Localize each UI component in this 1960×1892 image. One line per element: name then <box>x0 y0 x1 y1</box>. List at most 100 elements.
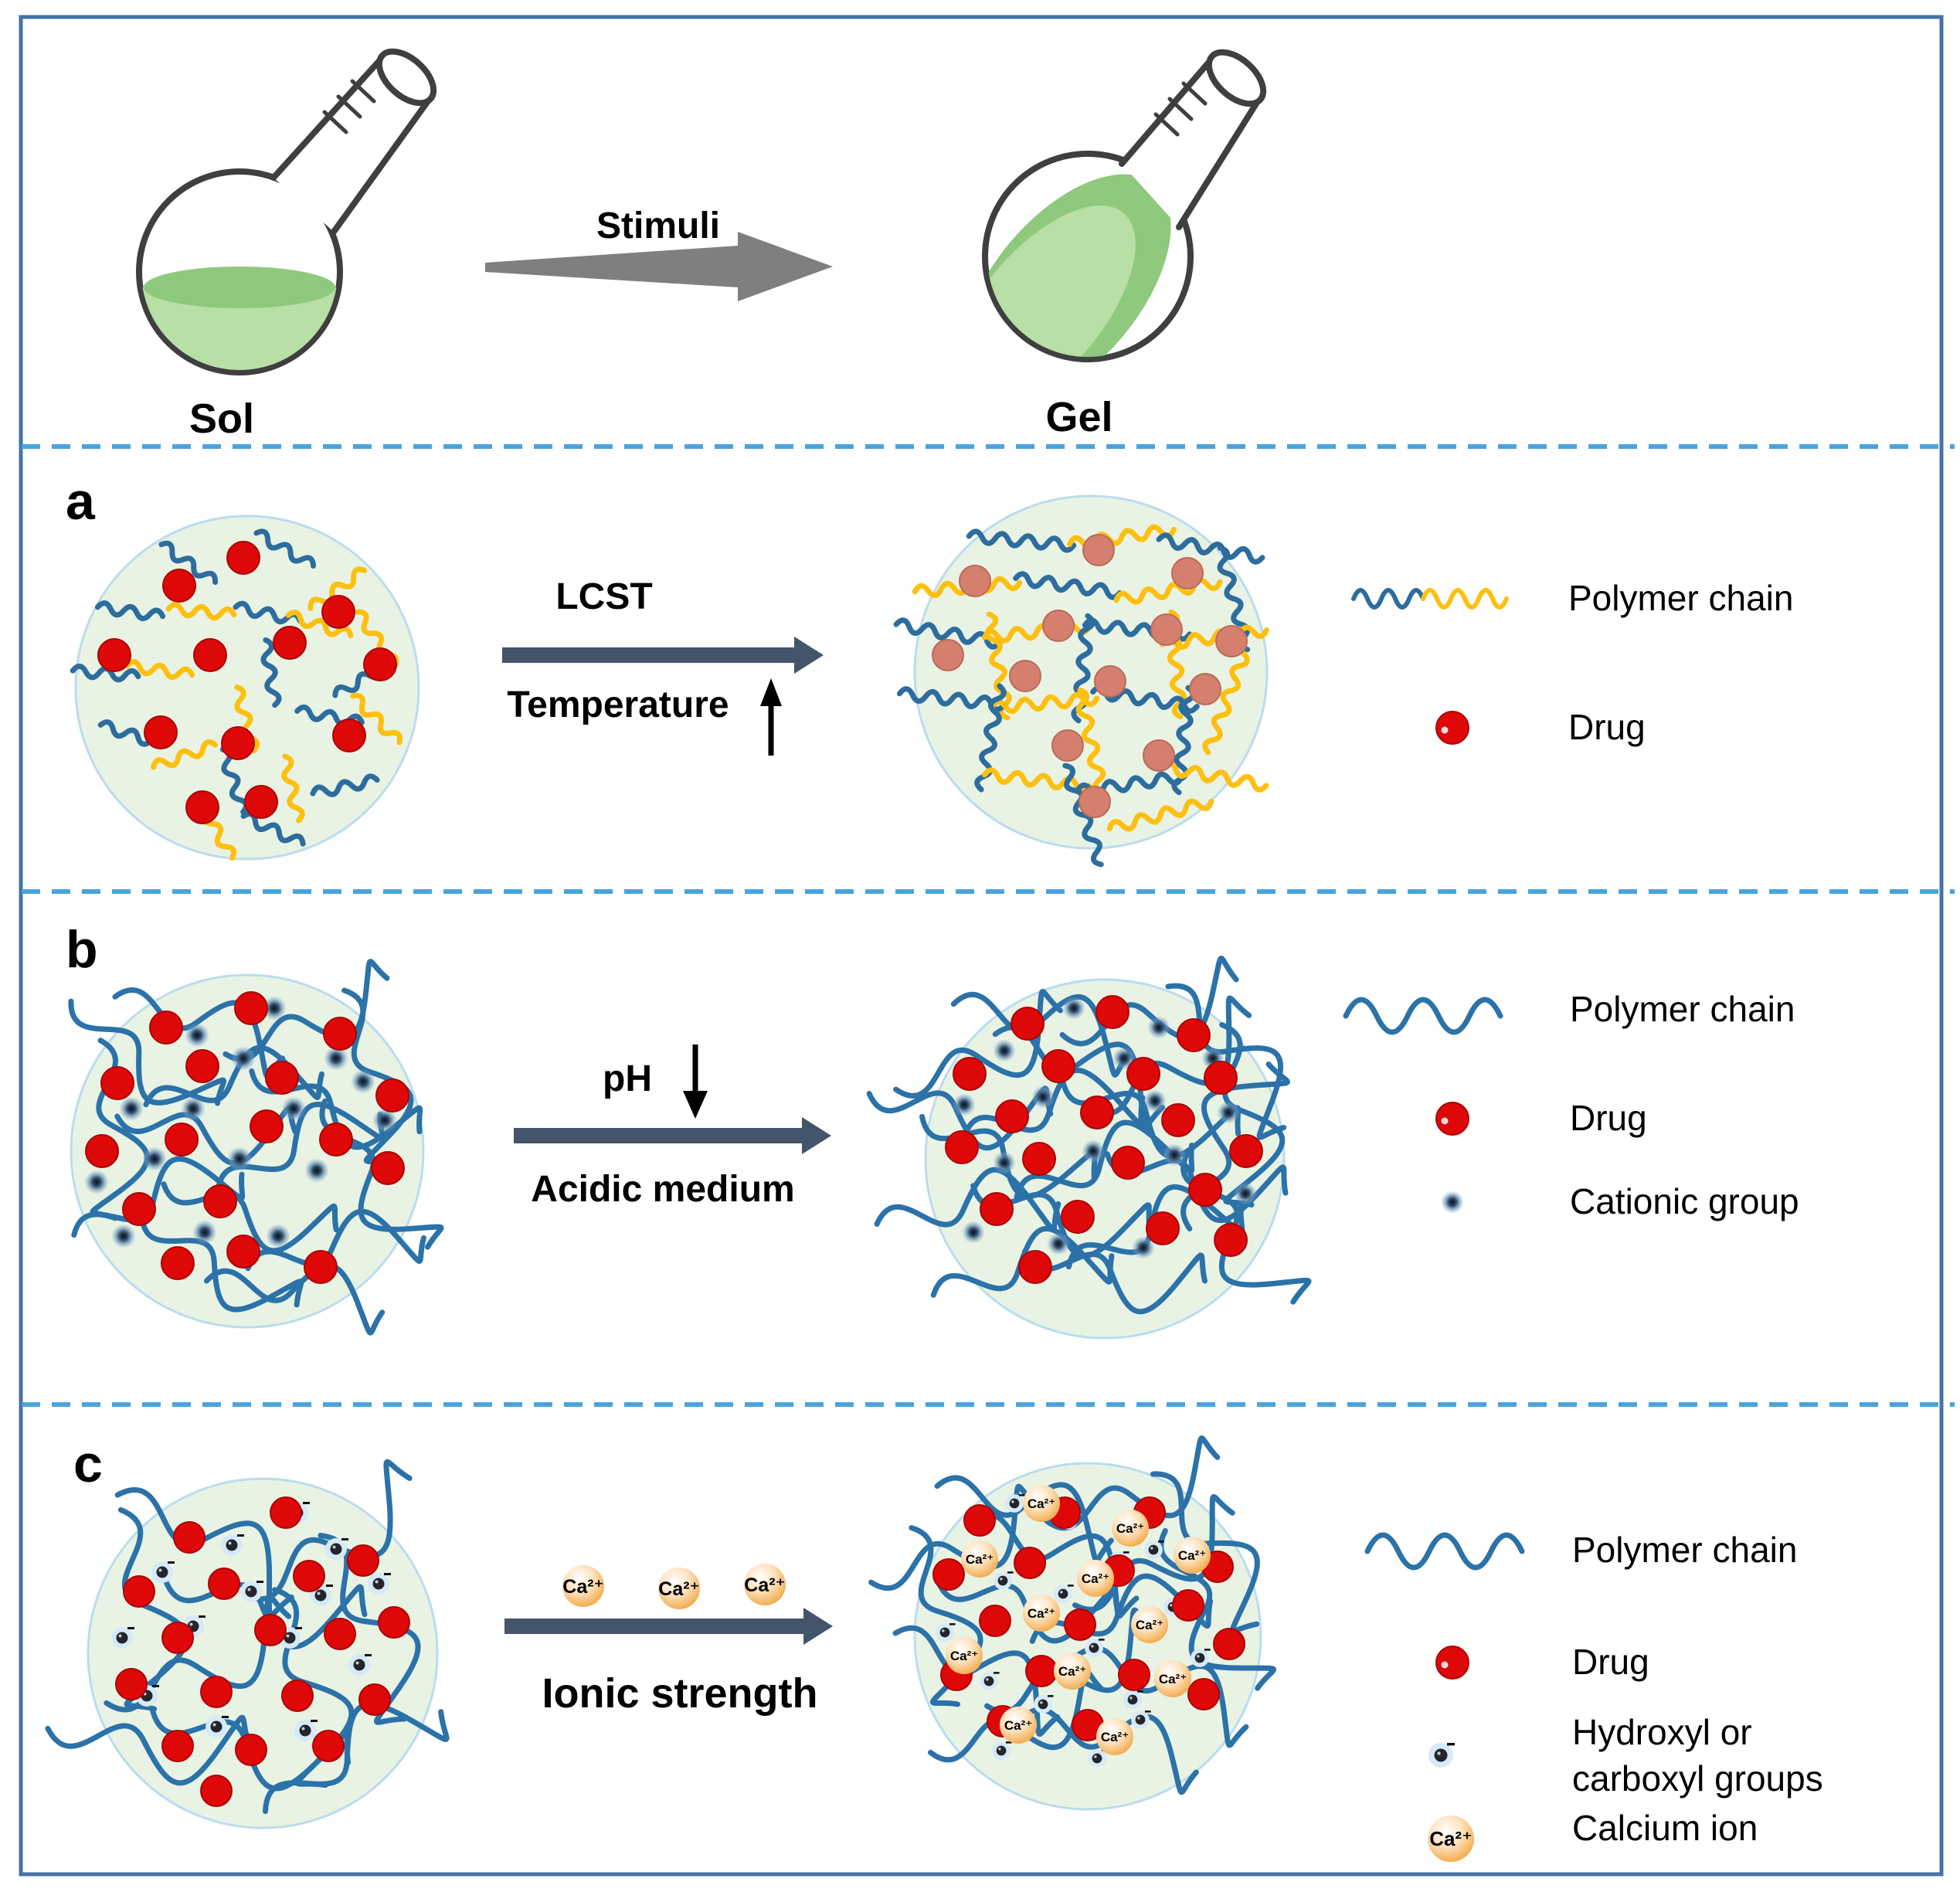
stimuli-arrow <box>485 232 833 301</box>
drug-dot <box>324 1618 356 1650</box>
legend-label-calcium: Calcium ion <box>1572 1808 1758 1848</box>
svg-text:Ca²⁺: Ca²⁺ <box>1004 1718 1032 1733</box>
cationic-group <box>281 1096 306 1121</box>
drug-dot <box>265 1061 299 1095</box>
polymer-chain <box>158 540 219 586</box>
drug-dot <box>312 1730 345 1762</box>
calcium-ion: Ca²⁺ <box>1154 1660 1191 1697</box>
drug-dot <box>250 1109 284 1143</box>
cationic-group <box>1132 1236 1155 1259</box>
svg-text:Ca²⁺: Ca²⁺ <box>1116 1521 1144 1536</box>
drug-dot <box>185 790 219 824</box>
stimulus-label-temperature: Temperature <box>507 684 729 725</box>
temperature-up-arrow <box>760 678 782 756</box>
transition-arrow-c <box>504 1608 833 1645</box>
hydroxyl-carboxyl-group <box>368 1573 391 1595</box>
polymer-chain <box>989 691 1100 715</box>
polymer-chain <box>161 1181 339 1254</box>
cationic-group <box>192 1220 217 1245</box>
drug-dot <box>363 647 397 681</box>
drug-dot <box>1041 1049 1075 1083</box>
drug-dot <box>980 1192 1014 1226</box>
polymer-chain <box>992 1024 1166 1130</box>
panel-label-a: a <box>66 472 96 531</box>
cationic-group <box>993 1151 1016 1174</box>
polymer-chain <box>94 600 166 622</box>
drug-dot <box>945 1130 979 1164</box>
calcium-ion-icon: Ca²⁺ <box>1428 1816 1474 1862</box>
cationic-group <box>231 1046 256 1071</box>
polymer-chain <box>1013 571 1123 600</box>
drug-dot <box>97 638 131 672</box>
drug-dot <box>1213 1628 1245 1660</box>
hydroxyl-carboxyl-group <box>348 1654 372 1676</box>
hydroxyl-carboxyl-group <box>151 1561 175 1583</box>
polymer-chain <box>124 659 195 681</box>
calcium-ion: Ca²⁺ <box>1000 1707 1037 1744</box>
cationic-group <box>119 1096 144 1121</box>
drug-dot <box>378 1606 410 1639</box>
hydroxyl-carboxyl-group <box>1131 1710 1151 1729</box>
drug-dot <box>1161 1103 1195 1137</box>
polymer-chain <box>1165 983 1287 1140</box>
drug-dot <box>321 595 355 629</box>
sol-state-circle-a <box>70 515 420 861</box>
polymer-chain <box>892 1625 1061 1737</box>
legend-label-cationic: Cationic group <box>1570 1181 1799 1221</box>
drug-dot <box>979 1605 1011 1637</box>
hydroxyl-carboxyl-group <box>240 1581 263 1602</box>
svg-text:Ca²⁺: Ca²⁺ <box>1028 1606 1055 1621</box>
hydroxyl-carboxyl-group <box>1005 1494 1025 1513</box>
hydroxyl-carboxyl-group <box>992 1741 1012 1760</box>
drug-dot <box>1172 1589 1204 1622</box>
drug-dot <box>173 1521 206 1554</box>
polymer-chain <box>1217 545 1251 653</box>
calcium-ion: Ca²⁺ <box>1023 1485 1060 1522</box>
drug-dot <box>953 1057 987 1091</box>
hydroxyl-group-icon <box>1428 1743 1455 1768</box>
cationic-group <box>266 1224 290 1248</box>
drug-dot <box>185 1049 219 1083</box>
stimulus-label-ionic: Ionic strength <box>542 1670 817 1717</box>
drug-icon <box>1435 711 1469 745</box>
calcium-ion-icon: Ca²⁺ <box>744 1564 786 1605</box>
drug-dot <box>208 1568 240 1600</box>
cationic-group <box>1234 1182 1257 1205</box>
drug-dot <box>358 1683 391 1716</box>
drug-dot <box>1014 1547 1046 1579</box>
drug-dot <box>1188 1173 1222 1207</box>
drug-dot <box>1095 995 1129 1029</box>
hydroxyl-carboxyl-group <box>1034 1695 1054 1714</box>
calcium-ion-icon: Ca²⁺ <box>562 1565 604 1607</box>
svg-text:Ca²⁺: Ca²⁺ <box>1136 1618 1163 1632</box>
drug-dot <box>963 1504 996 1537</box>
drug-dot <box>1094 665 1126 698</box>
drug-dot <box>932 1558 965 1591</box>
polymer-chain <box>307 566 368 611</box>
calcium-ion: Ca²⁺ <box>1174 1537 1211 1574</box>
polymer-chain-icon <box>1421 588 1509 610</box>
polymer-chain <box>1158 1528 1276 1691</box>
drug-dot <box>122 1192 156 1226</box>
hydroxyl-carboxyl-group <box>111 1627 134 1649</box>
gel-flask <box>982 49 1267 362</box>
drug-dot <box>1025 1655 1058 1687</box>
polymer-chain <box>151 739 219 770</box>
drug-dot <box>293 1560 325 1592</box>
calcium-ion: Ca²⁺ <box>1054 1653 1091 1690</box>
polymer-chain <box>936 1579 1121 1644</box>
drug-dot <box>161 1246 195 1280</box>
cationic-group <box>84 1170 109 1194</box>
legend-label-drug: Drug <box>1570 1098 1647 1138</box>
hydroxyl-carboxyl-group <box>994 1571 1014 1590</box>
calcium-ion: Ca²⁺ <box>961 1540 998 1578</box>
drug-dot <box>1126 1057 1160 1091</box>
drug-dot <box>161 1730 194 1762</box>
polymer-chain <box>68 998 227 1106</box>
svg-text:Ca²⁺: Ca²⁺ <box>966 1552 994 1567</box>
drug-dot <box>193 638 227 672</box>
sol-label: Sol <box>189 396 254 442</box>
cationic-group <box>304 1158 329 1183</box>
gel-state-circle-a <box>893 494 1269 868</box>
gel-flask-neck <box>1122 56 1258 227</box>
